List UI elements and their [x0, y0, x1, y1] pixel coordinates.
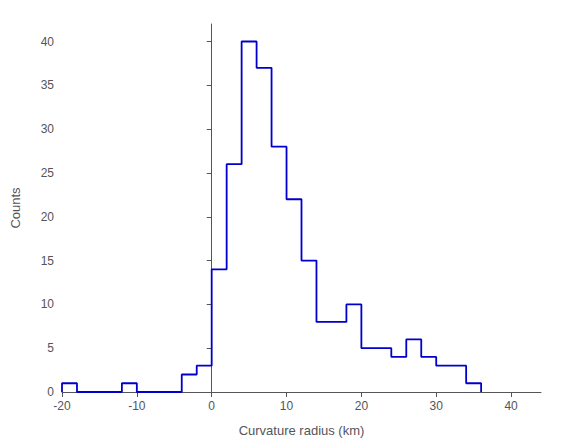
svg-text:20: 20 — [355, 399, 369, 413]
svg-text:Counts: Counts — [8, 187, 23, 229]
svg-text:-20: -20 — [53, 399, 71, 413]
svg-text:40: 40 — [41, 35, 55, 49]
svg-text:0: 0 — [208, 399, 215, 413]
svg-text:5: 5 — [47, 341, 54, 355]
svg-text:15: 15 — [41, 254, 55, 268]
svg-text:-10: -10 — [128, 399, 146, 413]
svg-text:30: 30 — [41, 122, 55, 136]
svg-text:30: 30 — [430, 399, 444, 413]
svg-text:35: 35 — [41, 78, 55, 92]
svg-text:20: 20 — [41, 210, 55, 224]
svg-text:Curvature radius (km): Curvature radius (km) — [239, 423, 365, 438]
svg-text:40: 40 — [504, 399, 518, 413]
svg-text:10: 10 — [280, 399, 294, 413]
svg-text:10: 10 — [41, 297, 55, 311]
svg-text:25: 25 — [41, 166, 55, 180]
svg-text:0: 0 — [47, 385, 54, 399]
